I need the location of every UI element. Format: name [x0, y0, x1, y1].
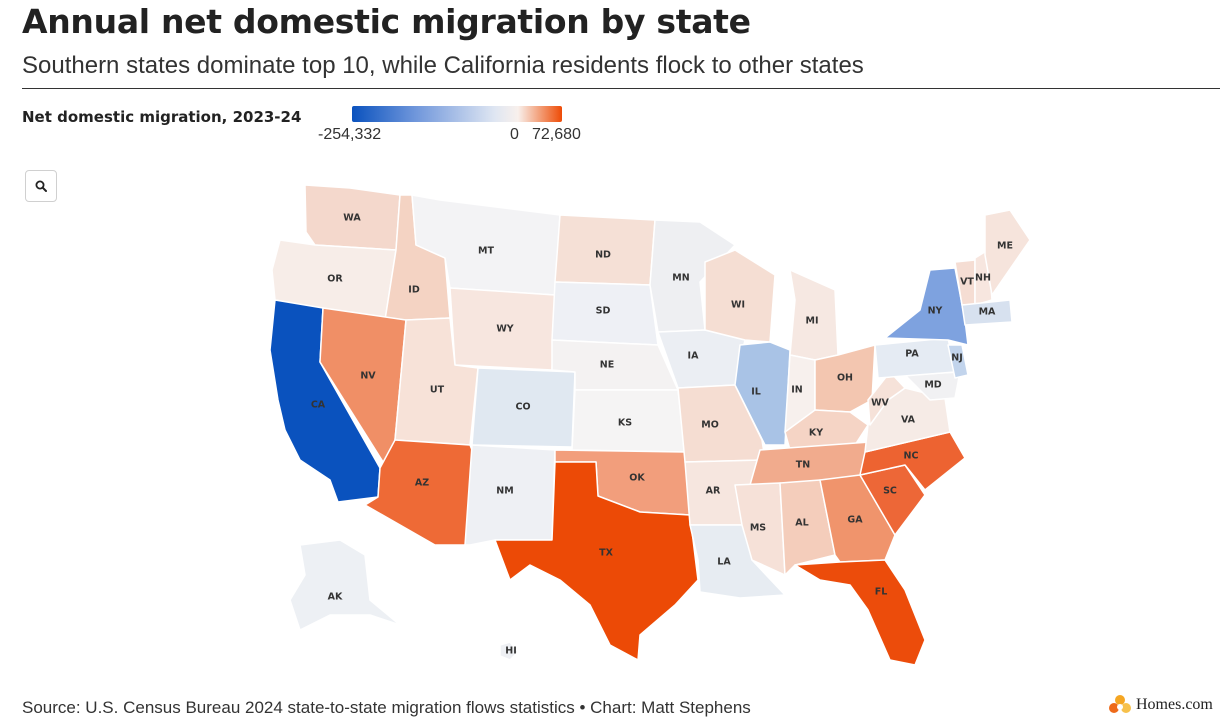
state-ny[interactable] [884, 267, 969, 346]
state-me[interactable] [984, 209, 1031, 296]
state-label-mo: MO [701, 420, 719, 431]
state-label-in: IN [791, 385, 803, 396]
chart-subtitle: Southern states dominate top 10, while C… [22, 52, 864, 79]
state-label-mi: MI [806, 316, 819, 327]
state-label-fl: FL [875, 587, 888, 598]
state-label-or: OR [327, 274, 343, 285]
state-label-ms: MS [750, 523, 766, 534]
state-label-tx: TX [599, 548, 613, 559]
state-label-co: CO [515, 402, 530, 413]
state-al[interactable] [779, 479, 836, 576]
state-ms[interactable] [734, 482, 786, 576]
state-label-ma: MA [979, 307, 996, 318]
legend-color-scale [352, 106, 562, 122]
state-nj[interactable] [947, 344, 969, 379]
state-label-wv: WV [871, 398, 889, 409]
legend-zero-label: 0 [510, 126, 519, 143]
state-label-ok: OK [629, 473, 645, 484]
state-label-wi: WI [731, 300, 745, 311]
state-ma[interactable] [961, 299, 1013, 326]
state-label-ny: NY [928, 306, 943, 317]
state-label-wy: WY [496, 324, 513, 335]
state-label-tn: TN [796, 460, 810, 471]
state-label-va: VA [901, 415, 916, 426]
state-label-ut: UT [430, 385, 445, 396]
state-label-mt: MT [478, 246, 494, 257]
state-label-nj: NJ [951, 353, 963, 364]
state-label-sd: SD [596, 306, 611, 317]
state-label-az: AZ [415, 478, 429, 489]
search-icon [35, 180, 47, 192]
state-label-ks: KS [618, 418, 632, 429]
brand-name: Homes.com [1136, 696, 1213, 713]
state-hi[interactable] [499, 641, 519, 661]
state-label-al: AL [795, 518, 808, 529]
state-label-ga: GA [847, 515, 863, 526]
state-wi[interactable] [704, 249, 776, 343]
state-label-mn: MN [672, 273, 689, 284]
state-label-ia: IA [688, 351, 700, 362]
state-label-nh: NH [975, 273, 991, 284]
state-label-hi: HI [505, 646, 517, 657]
state-label-pa: PA [905, 349, 919, 360]
state-label-sc: SC [883, 486, 897, 497]
state-label-ar: AR [706, 486, 721, 497]
brand-logo[interactable]: Homes.com [1108, 694, 1213, 716]
state-label-md: MD [924, 380, 941, 391]
legend-max-label: 72,680 [532, 126, 581, 143]
state-fl[interactable] [794, 559, 926, 666]
state-label-il: IL [751, 387, 761, 398]
state-label-ca: CA [311, 400, 326, 411]
state-label-vt: VT [960, 277, 974, 288]
state-label-oh: OH [837, 373, 853, 384]
state-label-wa: WA [343, 213, 361, 224]
state-label-nm: NM [496, 486, 513, 497]
header-divider [22, 88, 1220, 89]
state-label-me: ME [997, 241, 1013, 252]
state-label-ne: NE [600, 360, 614, 371]
legend-title: Net domestic migration, 2023-24 [22, 108, 302, 126]
chart-title: Annual net domestic migration by state [22, 2, 751, 41]
state-il[interactable] [734, 341, 791, 446]
source-note: Source: U.S. Census Bureau 2024 state-to… [22, 698, 751, 717]
state-label-ky: KY [809, 428, 823, 439]
state-ak[interactable] [289, 539, 401, 631]
state-label-nd: ND [595, 250, 611, 261]
state-label-nv: NV [360, 371, 376, 382]
state-label-nc: NC [904, 451, 919, 462]
state-mn[interactable] [649, 219, 736, 333]
state-label-ak: AK [328, 592, 343, 603]
homes-logo-icon [1109, 695, 1131, 713]
state-label-id: ID [408, 285, 420, 296]
state-tx[interactable] [494, 461, 699, 661]
legend-min-label: -254,332 [318, 126, 382, 143]
state-label-la: LA [717, 557, 731, 568]
zoom-button[interactable] [25, 170, 57, 202]
